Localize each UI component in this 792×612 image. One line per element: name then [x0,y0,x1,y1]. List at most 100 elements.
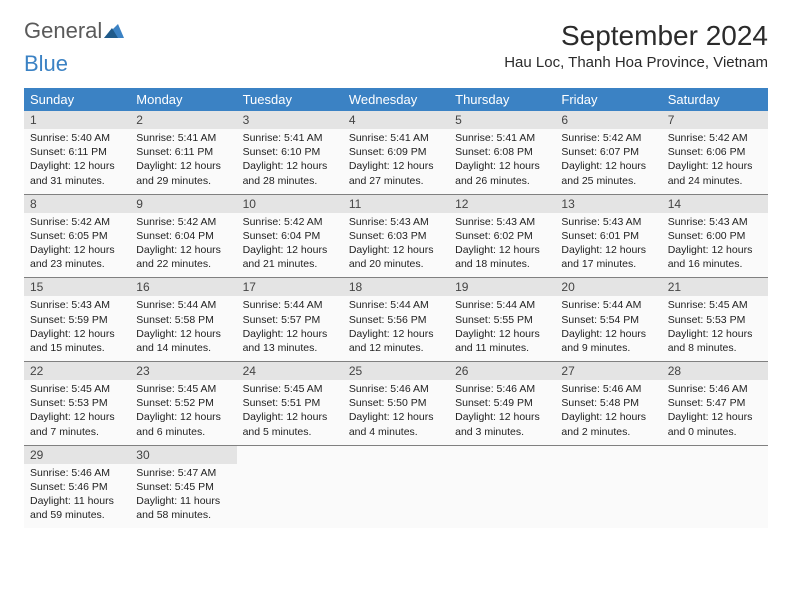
day-info: Sunrise: 5:40 AMSunset: 6:11 PMDaylight:… [30,131,124,188]
calendar-cell: 24 Sunrise: 5:45 AMSunset: 5:51 PMDayligh… [237,362,343,446]
weekday-header: Tuesday [237,88,343,111]
day-number: 24 [237,362,343,380]
calendar-cell: 11Sunrise: 5:43 AMSunset: 6:03 PMDayligh… [343,194,449,278]
day-info: Sunrise: 5:46 AMSunset: 5:49 PMDaylight:… [455,382,549,439]
title-block: September 2024 Hau Loc, Thanh Hoa Provin… [504,20,768,71]
day-info: Sunrise: 5:44 AMSunset: 5:54 PMDaylight:… [561,298,655,355]
header: General Blue September 2024 Hau Loc, Tha… [24,20,768,76]
calendar-row: 15 Sunrise: 5:43 AMSunset: 5:59 PMDayligh… [24,278,768,362]
day-info: Sunrise: 5:44 AMSunset: 5:57 PMDaylight:… [243,298,337,355]
calendar-cell: 25 Sunrise: 5:46 AMSunset: 5:50 PMDayligh… [343,362,449,446]
calendar-cell: 30Sunrise: 5:47 AMSunset: 5:45 PMDayligh… [130,445,236,528]
day-info: Sunrise: 5:46 AMSunset: 5:48 PMDaylight:… [561,382,655,439]
day-number: 18 [343,278,449,296]
day-info: Sunrise: 5:43 AMSunset: 5:59 PMDaylight:… [30,298,124,355]
calendar-cell-empty [343,445,449,528]
day-info: Sunrise: 5:45 AMSunset: 5:51 PMDaylight:… [243,382,337,439]
calendar-row: 29Sunrise: 5:46 AMSunset: 5:46 PMDayligh… [24,445,768,528]
day-number: 23 [130,362,236,380]
logo: General Blue [24,20,124,76]
day-info: Sunrise: 5:44 AMSunset: 5:56 PMDaylight:… [349,298,443,355]
weekday-header: Wednesday [343,88,449,111]
day-number: 25 [343,362,449,380]
calendar-cell: 4Sunrise: 5:41 AMSunset: 6:09 PMDaylight… [343,111,449,194]
day-number: 16 [130,278,236,296]
calendar-cell: 27 Sunrise: 5:46 AMSunset: 5:48 PMDayligh… [555,362,661,446]
month-title: September 2024 [504,20,768,52]
day-number: 21 [662,278,768,296]
day-info: Sunrise: 5:43 AMSunset: 6:02 PMDaylight:… [455,215,549,272]
day-number: 17 [237,278,343,296]
calendar-row: 8Sunrise: 5:42 AMSunset: 6:05 PMDaylight… [24,194,768,278]
day-info: Sunrise: 5:44 AMSunset: 5:55 PMDaylight:… [455,298,549,355]
weekday-header-row: Sunday Monday Tuesday Wednesday Thursday… [24,88,768,111]
logo-text-general: General [24,18,102,43]
day-info: Sunrise: 5:43 AMSunset: 6:01 PMDaylight:… [561,215,655,272]
calendar-cell: 9 Sunrise: 5:42 AMSunset: 6:04 PMDaylight… [130,194,236,278]
calendar-cell-empty [237,445,343,528]
day-number: 20 [555,278,661,296]
day-number: 3 [237,111,343,129]
day-number: 19 [449,278,555,296]
weekday-header: Thursday [449,88,555,111]
calendar-cell: 6 Sunrise: 5:42 AMSunset: 6:07 PMDaylight… [555,111,661,194]
calendar-cell: 23 Sunrise: 5:45 AMSunset: 5:52 PMDayligh… [130,362,236,446]
calendar-cell: 13 Sunrise: 5:43 AMSunset: 6:01 PMDayligh… [555,194,661,278]
calendar-cell: 22Sunrise: 5:45 AMSunset: 5:53 PMDayligh… [24,362,130,446]
logo-mark-icon [104,24,124,43]
day-info: Sunrise: 5:41 AMSunset: 6:11 PMDaylight:… [136,131,230,188]
calendar-table: Sunday Monday Tuesday Wednesday Thursday… [24,88,768,528]
day-info: Sunrise: 5:46 AMSunset: 5:50 PMDaylight:… [349,382,443,439]
calendar-cell: 1 Sunrise: 5:40 AMSunset: 6:11 PMDaylight… [24,111,130,194]
calendar-cell: 26 Sunrise: 5:46 AMSunset: 5:49 PMDayligh… [449,362,555,446]
day-number: 6 [555,111,661,129]
day-number: 2 [130,111,236,129]
calendar-cell: 17 Sunrise: 5:44 AMSunset: 5:57 PMDayligh… [237,278,343,362]
day-number: 14 [662,195,768,213]
day-info: Sunrise: 5:42 AMSunset: 6:06 PMDaylight:… [668,131,762,188]
day-number: 13 [555,195,661,213]
calendar-cell: 28Sunrise: 5:46 AMSunset: 5:47 PMDayligh… [662,362,768,446]
logo-text-blue: Blue [24,51,68,76]
day-number: 1 [24,111,130,129]
day-number: 9 [130,195,236,213]
weekday-header: Friday [555,88,661,111]
calendar-cell: 8Sunrise: 5:42 AMSunset: 6:05 PMDaylight… [24,194,130,278]
calendar-row: 1 Sunrise: 5:40 AMSunset: 6:11 PMDaylight… [24,111,768,194]
weekday-header: Sunday [24,88,130,111]
day-info: Sunrise: 5:42 AMSunset: 6:04 PMDaylight:… [243,215,337,272]
day-info: Sunrise: 5:42 AMSunset: 6:05 PMDaylight:… [30,215,124,272]
calendar-cell: 16 Sunrise: 5:44 AMSunset: 5:58 PMDayligh… [130,278,236,362]
day-number: 29 [24,446,130,464]
calendar-cell: 29Sunrise: 5:46 AMSunset: 5:46 PMDayligh… [24,445,130,528]
day-number: 27 [555,362,661,380]
calendar-cell: 21Sunrise: 5:45 AMSunset: 5:53 PMDayligh… [662,278,768,362]
day-info: Sunrise: 5:42 AMSunset: 6:07 PMDaylight:… [561,131,655,188]
day-number: 5 [449,111,555,129]
day-info: Sunrise: 5:43 AMSunset: 6:03 PMDaylight:… [349,215,443,272]
calendar-cell: 19 Sunrise: 5:44 AMSunset: 5:55 PMDayligh… [449,278,555,362]
day-info: Sunrise: 5:41 AMSunset: 6:09 PMDaylight:… [349,131,443,188]
day-number: 7 [662,111,768,129]
day-info: Sunrise: 5:43 AMSunset: 6:00 PMDaylight:… [668,215,762,272]
location: Hau Loc, Thanh Hoa Province, Vietnam [504,54,768,71]
calendar-cell: 10Sunrise: 5:42 AMSunset: 6:04 PMDayligh… [237,194,343,278]
day-number: 26 [449,362,555,380]
day-info: Sunrise: 5:45 AMSunset: 5:53 PMDaylight:… [30,382,124,439]
day-info: Sunrise: 5:45 AMSunset: 5:52 PMDaylight:… [136,382,230,439]
day-number: 12 [449,195,555,213]
calendar-row: 22Sunrise: 5:45 AMSunset: 5:53 PMDayligh… [24,362,768,446]
day-number: 28 [662,362,768,380]
day-number: 15 [24,278,130,296]
calendar-cell-empty [662,445,768,528]
calendar-cell: 7 Sunrise: 5:42 AMSunset: 6:06 PMDaylight… [662,111,768,194]
day-info: Sunrise: 5:42 AMSunset: 6:04 PMDaylight:… [136,215,230,272]
calendar-cell-empty [555,445,661,528]
day-info: Sunrise: 5:44 AMSunset: 5:58 PMDaylight:… [136,298,230,355]
calendar-cell: 18 Sunrise: 5:44 AMSunset: 5:56 PMDayligh… [343,278,449,362]
calendar-cell: 15 Sunrise: 5:43 AMSunset: 5:59 PMDayligh… [24,278,130,362]
calendar-cell: 20 Sunrise: 5:44 AMSunset: 5:54 PMDayligh… [555,278,661,362]
calendar-cell: 12 Sunrise: 5:43 AMSunset: 6:02 PMDayligh… [449,194,555,278]
day-info: Sunrise: 5:47 AMSunset: 5:45 PMDaylight:… [136,466,230,523]
day-info: Sunrise: 5:41 AMSunset: 6:10 PMDaylight:… [243,131,337,188]
